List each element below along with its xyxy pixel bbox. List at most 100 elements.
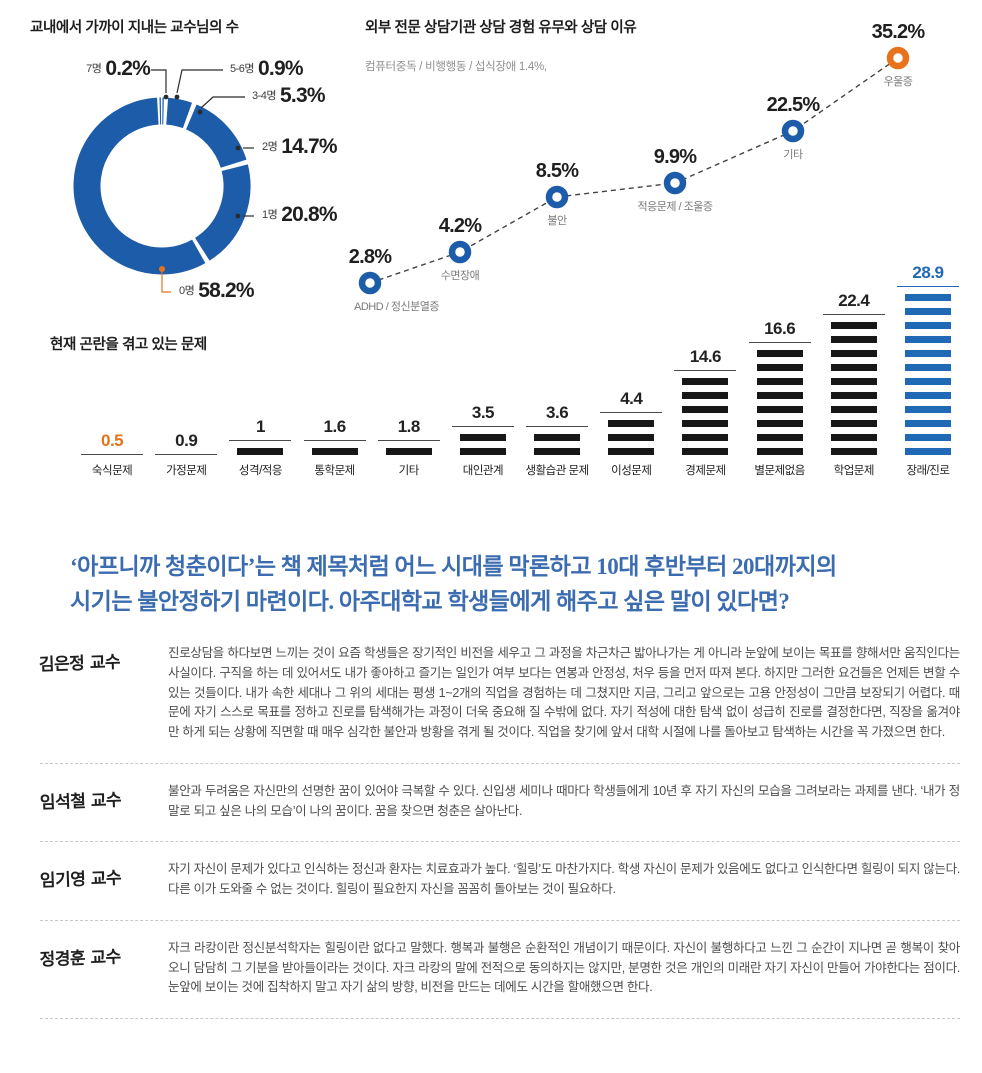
donut-chart: 7명 0.2% 5-6명 0.9% 3-4명 5.3% 2명 14.7% 1명 20.8% 0명 58…	[30, 40, 360, 320]
bar-cap-line	[822, 314, 885, 315]
line-data-point	[781, 119, 805, 143]
bar-stack: 1.8	[377, 258, 440, 455]
line-data-point	[545, 185, 569, 209]
bar-dash	[904, 434, 951, 441]
bar-dash	[459, 434, 506, 441]
headline-line2: 시기는 불안정하기 마련이다. 아주대학교 학생들에게 해주고 싶은 말이 있다…	[70, 588, 790, 614]
bar-dash	[756, 434, 803, 441]
bar-value: 0.5	[101, 431, 124, 450]
bar-cap-line	[81, 454, 144, 455]
line-data-point	[358, 271, 382, 295]
bar-category-label: 가정문제	[166, 465, 207, 477]
donut-callout-dot	[163, 94, 169, 100]
bar-dash	[682, 406, 729, 413]
donut-label-value: 0.2%	[105, 57, 150, 80]
bar-cap-line	[526, 426, 589, 427]
bar-stack: 14.6	[674, 258, 737, 455]
bar-dash	[756, 406, 803, 413]
donut-label-value: 14.7%	[281, 135, 337, 158]
bar-category-label: 별문제없음	[754, 465, 805, 477]
donut-segment	[73, 97, 206, 275]
donut-label-category: 3-4명	[252, 90, 277, 102]
line-point-category: 우울증	[883, 76, 913, 88]
donut-chart-title: 교내에서 가까이 지내는 교수님의 수	[30, 20, 239, 36]
bar-stack: 3.6	[526, 258, 589, 455]
donut-callout-line	[200, 96, 245, 109]
donut-label: 3-4명 5.3%	[248, 83, 325, 109]
donut-segment	[185, 104, 247, 169]
donut-callout-dot	[235, 145, 241, 151]
bar-dash	[756, 420, 803, 427]
bar-dash	[830, 420, 877, 427]
donut-label: 2명 14.7%	[258, 134, 338, 160]
headline-line1: ‘아프니까 청춘이다’는 책 제목처럼 어느 시대를 막론하고 10대 후반부터…	[70, 554, 837, 579]
line-chart-title: 외부 전문 상담기관 상담 경험 유무와 상담 이유	[365, 20, 637, 36]
bar-column: 0.9 가정문제	[149, 258, 223, 479]
bar-column: 3.5 대인관계	[446, 258, 520, 479]
bar-stack: 1.6	[303, 258, 366, 455]
bar-dash	[608, 420, 655, 427]
bar-dash	[682, 448, 729, 455]
bar-dash	[756, 392, 803, 399]
line-point-category: 기타	[783, 149, 803, 161]
bar-dash	[904, 448, 951, 455]
bar-dash	[830, 350, 877, 357]
bar-dash	[237, 448, 284, 455]
bar-value: 4.4	[620, 389, 643, 408]
bar-value: 3.5	[471, 403, 495, 422]
bar-column: 22.4 학업문제	[817, 258, 891, 479]
professor-name: 정경훈 교수	[39, 947, 122, 970]
line-point-value: 9.9%	[653, 146, 697, 168]
bar-category-label: 성격/적응	[238, 465, 283, 477]
donut-label-category: 1명	[262, 209, 278, 221]
donut-label-category: 2명	[262, 141, 278, 153]
line-chart-annotation: 컴퓨터중독 / 비행행동 / 섭식장애 1.4%,	[365, 61, 547, 73]
bar-category-label: 경제문제	[685, 465, 726, 477]
bar-cap-line	[896, 286, 959, 287]
bar-column: 1.6 통학문제	[298, 258, 372, 479]
bar-dash	[830, 448, 877, 455]
bar-dash	[904, 350, 951, 357]
bar-dash	[904, 406, 951, 413]
bar-dash	[682, 420, 729, 427]
bar-category-label: 생활습관 문제	[525, 465, 590, 477]
donut-label-value: 5.3%	[280, 84, 325, 107]
interview-row: 정경훈 교수 자크 라캉이란 정신분석학자는 힐링이란 없다고 말했다. 행복과…	[39, 921, 960, 1019]
bar-dash	[830, 392, 877, 399]
bar-column: 14.6 경제문제	[668, 258, 742, 479]
line-chart: 2.8% ADHD / 정신분열증 4.2% 수면장애 8.5% 불안 9.9% 적응문제 /…	[349, 10, 982, 345]
professor-name: 임석철 교수	[39, 790, 122, 813]
professor-quote: 자크 라캉이란 정신분석학자는 힐링이란 없다고 말했다. 행복과 불행은 순환…	[168, 940, 960, 995]
interview-row: 임기영 교수 자기 자신이 문제가 있다고 인식하는 정신과 환자는 치료효과가…	[40, 842, 960, 921]
bar-dash	[904, 294, 951, 301]
bar-dash	[830, 364, 877, 371]
bar-value: 28.9	[912, 263, 944, 282]
bar-dash	[534, 434, 581, 441]
bar-dash	[830, 406, 877, 413]
bar-dash	[904, 378, 951, 385]
professor-name: 김은정 교수	[38, 652, 121, 676]
donut-label-value: 58.2%	[198, 279, 254, 302]
bar-value: 1.6	[323, 417, 347, 436]
bar-cap-line	[303, 440, 366, 441]
bar-value: 14.6	[689, 347, 722, 366]
bar-column: 28.9 장래/진로	[891, 258, 965, 479]
donut-callout-dot	[197, 109, 203, 115]
donut-callout-line	[161, 271, 171, 293]
bar-value: 3.6	[546, 403, 569, 422]
bar-stack: 4.4	[600, 258, 663, 455]
bar-category-label: 숙식문제	[91, 465, 133, 477]
bar-category-label: 통학문제	[314, 465, 355, 477]
bar-stack: 16.6	[748, 258, 811, 455]
line-point-value: 35.2%	[871, 21, 926, 43]
donut-callout-dot	[235, 213, 241, 219]
donut-label: 1명 20.8%	[258, 202, 338, 228]
donut-segment	[165, 97, 193, 129]
donut-callout-dot	[174, 94, 180, 100]
headline: ‘아프니까 청춘이다’는 책 제목처럼 어느 시대를 막론하고 10대 후반부터…	[70, 550, 940, 619]
donut-callout-line	[151, 69, 167, 93]
bar-category-label: 이성문제	[611, 465, 652, 477]
donut-label-category: 7명	[86, 63, 102, 75]
bar-dash	[904, 322, 951, 329]
bar-dash	[904, 364, 951, 371]
